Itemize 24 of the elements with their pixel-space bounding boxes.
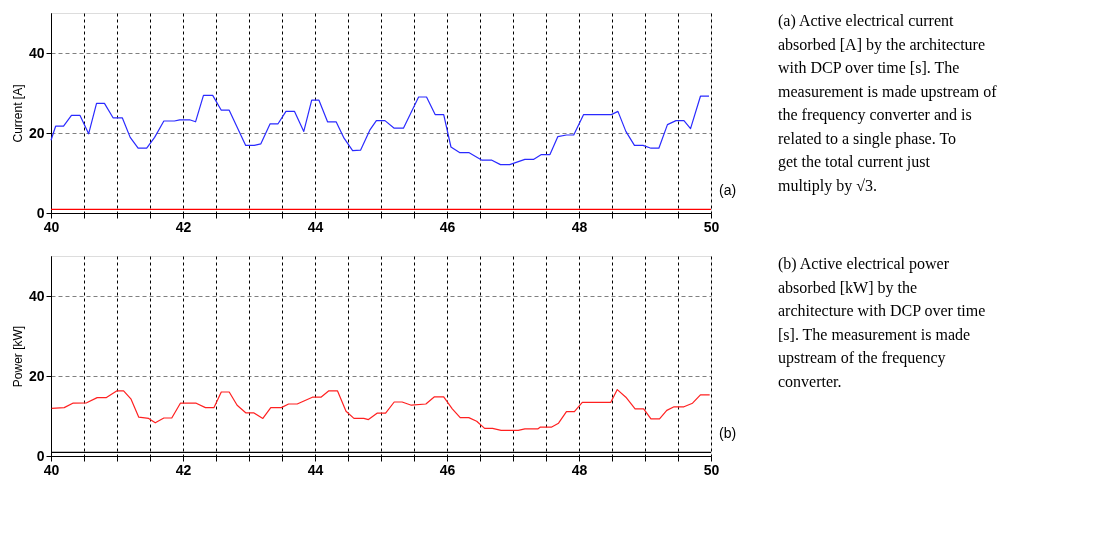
x-tick-label: 46: [439, 461, 456, 478]
text: (b): [719, 425, 737, 441]
x-tick-label: 48: [571, 461, 588, 478]
text: (a): [719, 182, 737, 198]
y-tick-label: 20: [28, 124, 45, 141]
y-tick-label: 40: [28, 44, 45, 61]
y-tick-label: 20: [28, 367, 45, 384]
x-tick-label: 42: [175, 461, 192, 478]
text: (b) Active electrical power absorbed [kW] by the architecture with DCP over time [s]. The measurement is made upstream of the frequency converter.: [778, 255, 986, 390]
x-tick-label: 44: [307, 461, 324, 478]
line-series: [51, 389, 711, 431]
y-tick-label: 0: [36, 204, 45, 221]
x-tick-label: 48: [571, 218, 588, 235]
line-series: [50, 94, 710, 166]
x-tick-label: 42: [175, 218, 192, 235]
y-tick-label: 40: [28, 287, 45, 304]
x-tick-label: 50: [703, 218, 720, 235]
x-tick-label: 44: [307, 218, 324, 235]
x-tick-label: 46: [439, 218, 456, 235]
y-axis-title: Power [kW]: [10, 325, 25, 388]
y-tick-label: 0: [36, 447, 45, 464]
text: (a) Active electrical current absorbed [A] by the architecture with DCP over time [s]. The measurement is made upstream of the frequency converter and is related to a single phase. To get the total current just multiply by √3.: [778, 12, 998, 195]
y-axis-title: Current [A]: [10, 84, 25, 143]
x-tick-label: 50: [703, 461, 720, 478]
